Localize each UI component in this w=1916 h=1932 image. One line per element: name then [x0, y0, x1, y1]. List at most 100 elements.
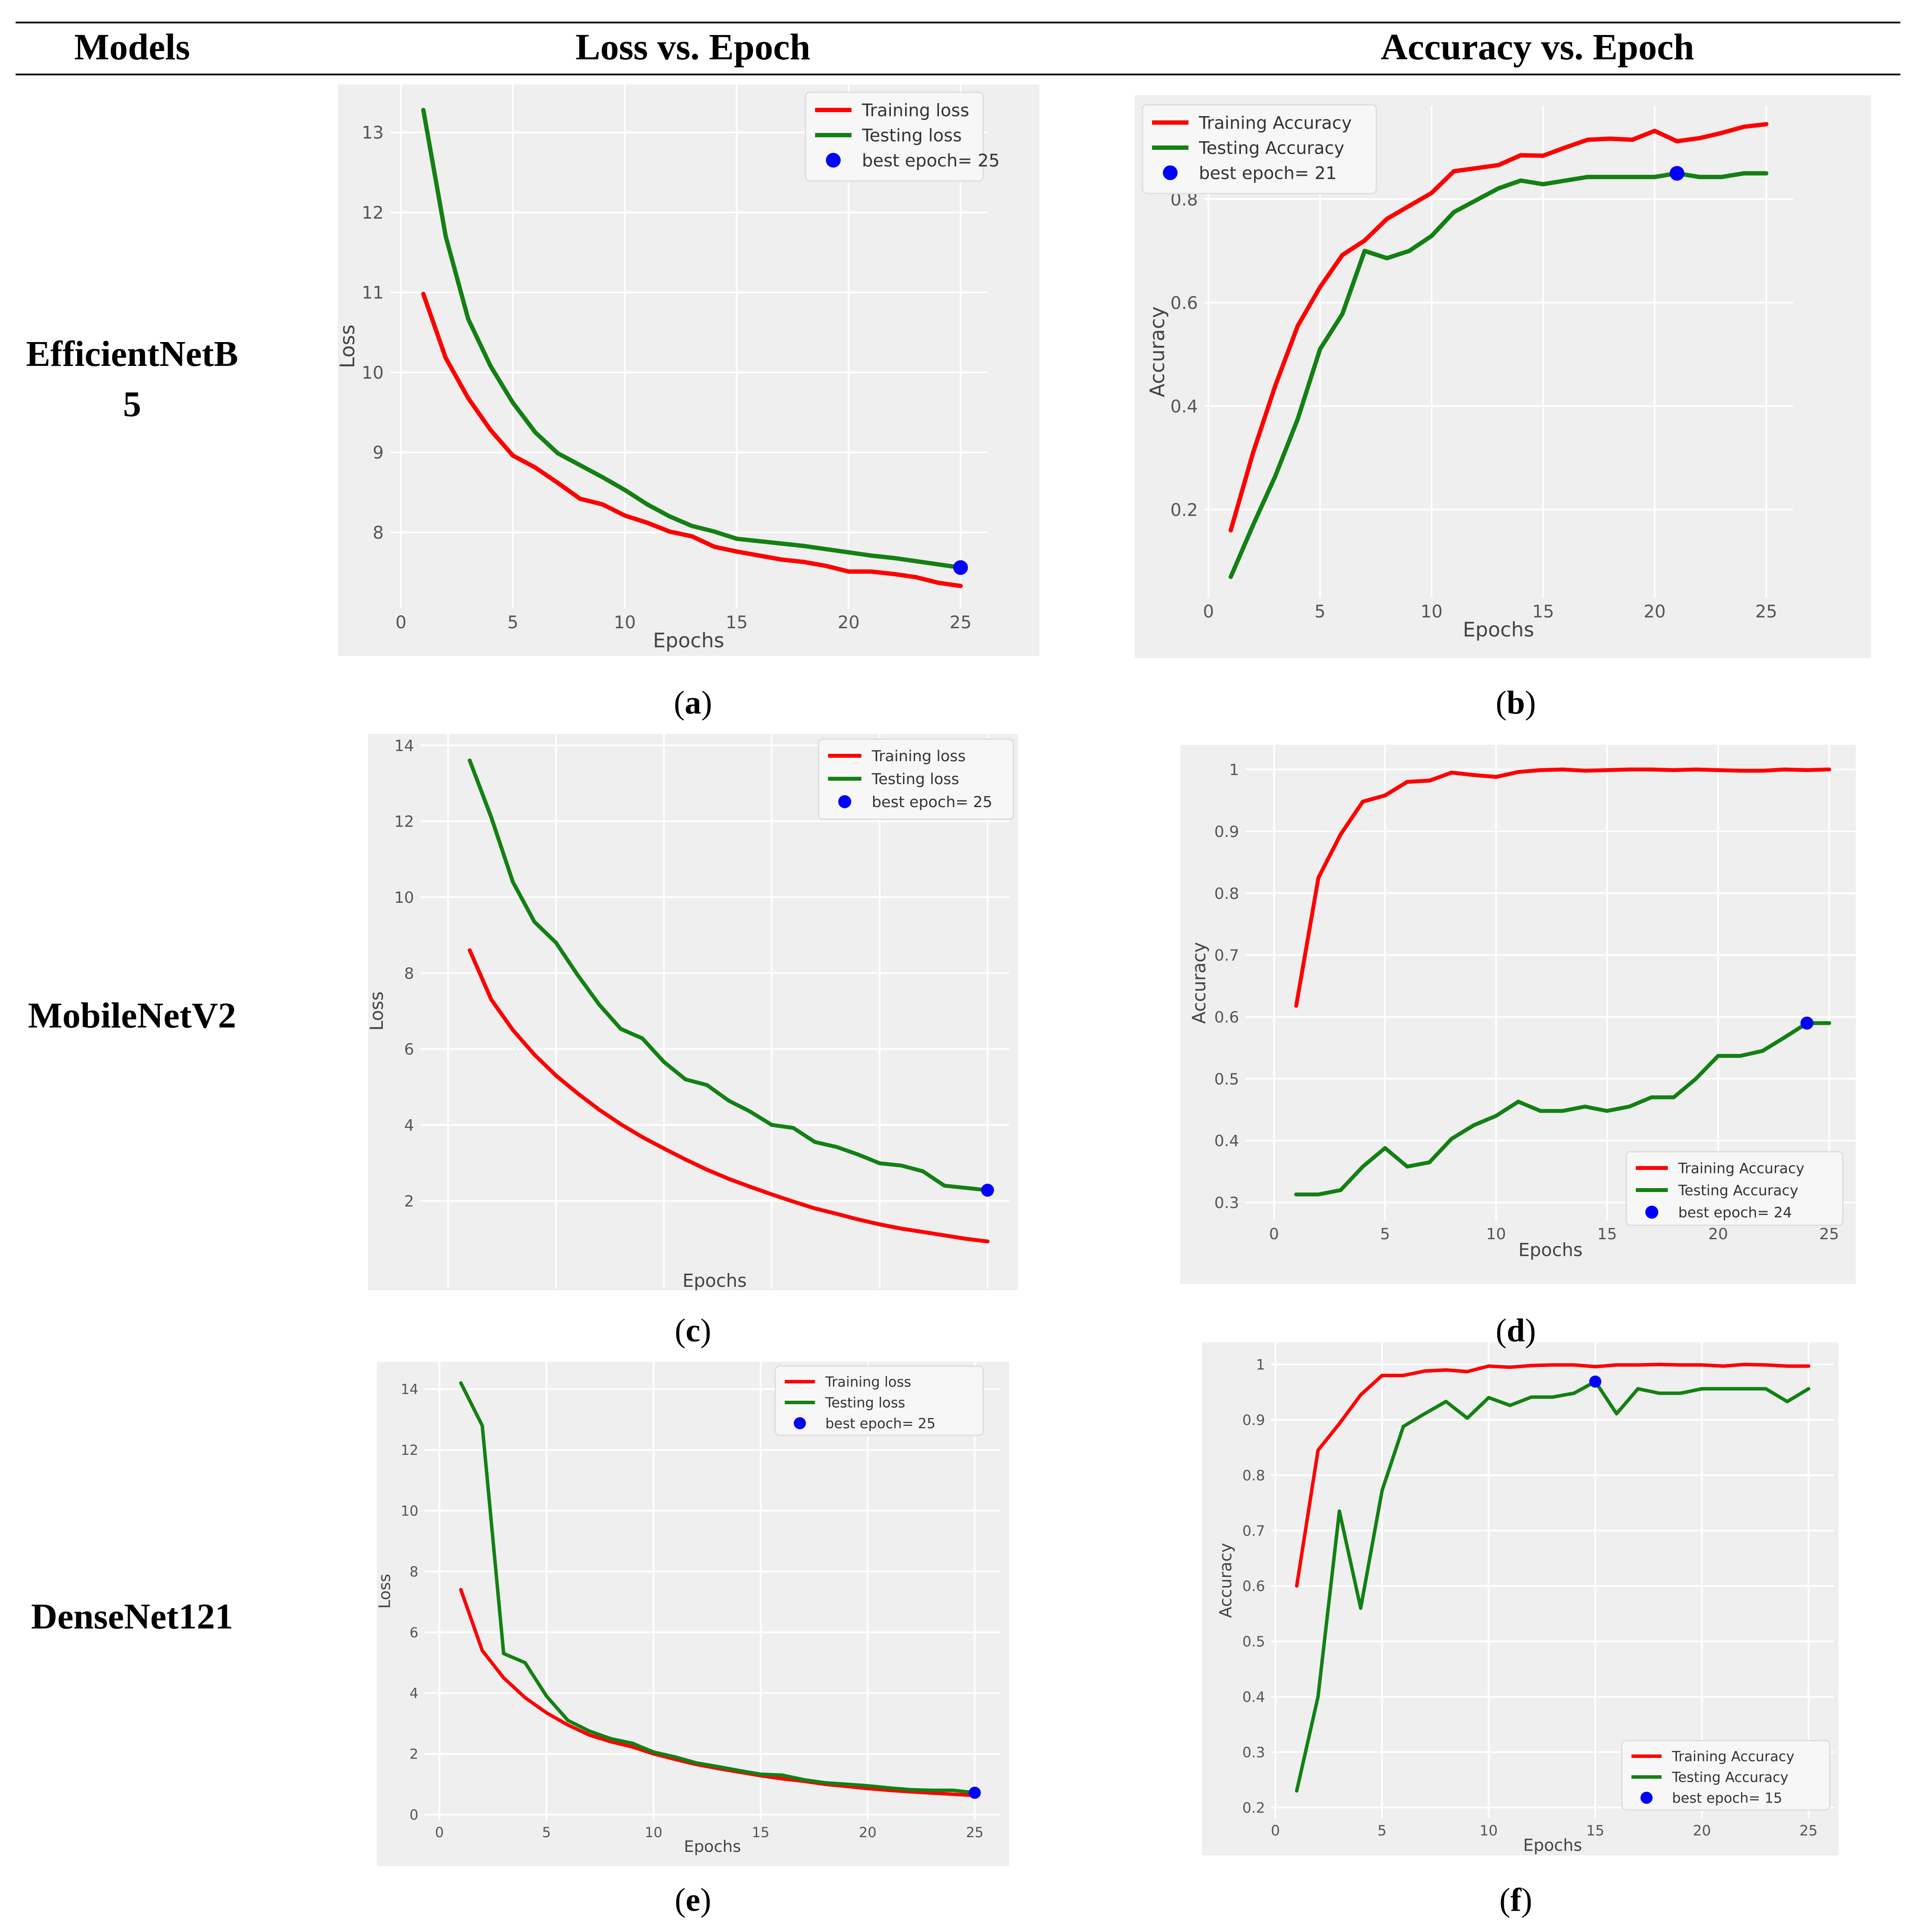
caption-letter: c — [686, 1312, 700, 1349]
training-data-point — [1466, 1370, 1469, 1373]
chart-d-svg: 0 5 10 15 20 25 0.3 0.4 0.5 0.6 0.7 0.8 0.9 1 Epochs Ac… — [1180, 745, 1856, 1284]
training-data-point — [1593, 1365, 1597, 1369]
x-axis-label: Epochs — [653, 629, 725, 652]
training-data-point — [726, 1177, 731, 1181]
x-tick-label: 5 — [508, 613, 518, 633]
testing-data-point — [640, 1036, 644, 1040]
testing-data-point — [1251, 523, 1256, 527]
testing-data-point — [823, 1781, 827, 1785]
legend-best-epoch-swatch — [1640, 1792, 1653, 1804]
training-data-point — [1450, 770, 1454, 775]
testing-data-point — [1383, 1146, 1387, 1150]
testing-data-point — [480, 1424, 484, 1428]
legend-best-epoch-label: best epoch= 15 — [1672, 1790, 1783, 1806]
testing-data-point — [1429, 233, 1434, 238]
testing-data-point — [1295, 417, 1300, 421]
table-top-rule — [16, 22, 1900, 23]
caption-e: (e) — [674, 1882, 712, 1918]
testing-data-point — [1583, 1105, 1587, 1109]
y-axis-label: Accuracy — [1146, 306, 1169, 397]
training-data-point — [1721, 1364, 1725, 1368]
testing-data-point — [748, 1109, 752, 1114]
training-data-point — [964, 1237, 968, 1241]
testing-data-point — [1672, 1095, 1676, 1099]
y-tick-label: 10 — [401, 1502, 418, 1519]
testing-data-point — [802, 1778, 806, 1782]
testing-data-point — [622, 488, 627, 492]
y-tick-label: 10 — [362, 363, 384, 383]
y-tick-label: 2 — [404, 1192, 414, 1210]
chart-a-svg: 0 5 10 15 20 25 8 9 10 11 12 13 Epochs Loss Training l… — [338, 84, 1039, 656]
y-tick-label: 14 — [394, 737, 414, 755]
training-data-point — [942, 1233, 947, 1237]
training-data-point — [1294, 1004, 1298, 1008]
testing-data-point — [578, 463, 583, 468]
training-data-point — [468, 948, 472, 953]
training-data-point — [866, 1787, 870, 1790]
training-data-point — [1679, 1363, 1683, 1367]
x-tick-label: 5 — [1378, 1822, 1387, 1839]
training-data-point — [421, 292, 426, 296]
testing-data-point — [1806, 1387, 1810, 1391]
testing-data-point — [1694, 1076, 1698, 1081]
chart-f-svg: 0 5 10 15 20 25 0.2 0.3 0.4 0.5 0.6 0.7 0.8 0.9 1 Epoch… — [1202, 1342, 1838, 1855]
training-data-point — [1380, 1373, 1384, 1377]
training-data-point — [544, 1711, 548, 1715]
testing-data-point — [887, 1786, 891, 1790]
testing-data-point — [1518, 178, 1523, 183]
x-tick-label: 20 — [1644, 602, 1666, 622]
caption-d: (d) — [1495, 1312, 1536, 1349]
testing-data-point — [683, 1077, 688, 1082]
training-data-point — [1572, 1363, 1576, 1367]
training-data-point — [1694, 767, 1698, 772]
y-tick-label: 14 — [401, 1381, 418, 1398]
y-tick-label: 0.5 — [1243, 1633, 1265, 1650]
training-data-point — [936, 580, 941, 585]
testing-data-point — [780, 1773, 784, 1777]
training-data-point — [689, 534, 694, 539]
training-data-point — [1615, 1363, 1618, 1367]
training-data-point — [1764, 1363, 1768, 1367]
testing-data-point — [1761, 1049, 1765, 1053]
testing-data-point — [1317, 347, 1322, 352]
y-axis-label: Loss — [377, 1574, 394, 1609]
training-data-point — [1560, 767, 1565, 772]
legend-best-epoch-label: best epoch= 25 — [862, 151, 1000, 171]
training-data-point — [630, 1745, 634, 1749]
testing-data-point — [757, 539, 761, 543]
training-data-point — [1700, 1363, 1704, 1367]
training-data-point — [555, 480, 560, 485]
x-tick-label: 15 — [726, 613, 748, 633]
testing-data-point — [609, 1737, 613, 1741]
testing-data-point — [532, 920, 537, 924]
training-data-point — [1630, 137, 1635, 142]
chart-b-svg: 0 5 10 15 20 250.20.40.60.8EpochsAccuracyTrai… — [1135, 95, 1871, 658]
training-data-point — [791, 1199, 796, 1204]
testing-data-point — [942, 1183, 947, 1188]
testing-data-point — [1273, 474, 1278, 478]
training-data-point — [587, 1733, 591, 1737]
header-accuracy: Accuracy vs. Epoch — [1381, 26, 1694, 68]
y-tick-label: 0.7 — [1243, 1522, 1265, 1539]
training-data-point — [846, 569, 851, 574]
y-tick-label: 10 — [394, 889, 414, 907]
y-tick-label: 0.2 — [1243, 1799, 1265, 1816]
testing-data-point — [1516, 1099, 1521, 1104]
training-data-point — [712, 544, 717, 549]
legend-training-label: Training Accuracy — [1198, 113, 1352, 133]
training-data-point — [1361, 799, 1365, 804]
model-name-line1: DenseNet121 — [31, 1596, 233, 1637]
legend-training-label: Training loss — [871, 748, 966, 765]
y-tick-label: 1 — [1229, 761, 1239, 779]
x-axis-label: Epochs — [684, 1837, 741, 1856]
x-tick-label: 25 — [1755, 602, 1777, 622]
testing-data-point — [1508, 1403, 1512, 1407]
training-data-point — [1636, 1363, 1640, 1367]
testing-data-point — [667, 514, 672, 519]
x-tick-label: 10 — [614, 613, 636, 633]
x-tick-label: 5 — [542, 1824, 551, 1841]
testing-data-point — [1572, 1391, 1576, 1395]
training-data-point — [1716, 768, 1720, 772]
training-data-point — [1474, 166, 1479, 171]
y-tick-label: 8 — [410, 1564, 418, 1580]
